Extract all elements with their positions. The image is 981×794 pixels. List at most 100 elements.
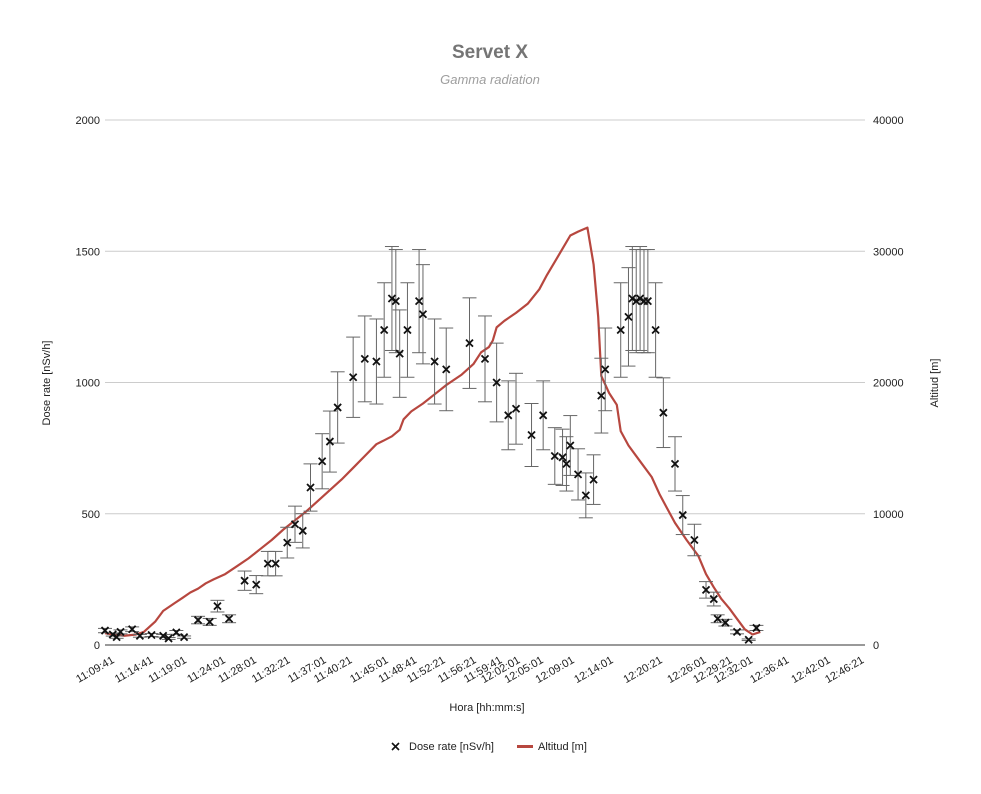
dose-rate-point: [430, 357, 439, 366]
dose-rate-point: [298, 526, 307, 535]
dose-rate-point: [732, 627, 742, 637]
chart-title: Servet X: [452, 42, 528, 63]
dose-rate-point: [116, 627, 125, 637]
dose-rate-point: [391, 296, 400, 306]
dose-rate-point: [480, 354, 490, 364]
dose-rate-point: [263, 559, 272, 568]
dose-rate-point: [213, 602, 222, 611]
dose-rate-point: [100, 626, 110, 635]
dose-rate-point: [651, 325, 660, 335]
legend-label-altitude: Altitud [m]: [538, 741, 587, 753]
dose-rate-point: [240, 576, 249, 585]
dose-rate-point: [643, 296, 652, 306]
dose-rate-point: [360, 354, 369, 364]
dose-rate-point: [159, 631, 168, 640]
dose-rate-point: [252, 580, 261, 589]
dose-rate-point: [601, 365, 610, 374]
x-tick-label: 12:46:21: [823, 654, 866, 686]
dose-rate-series: [100, 294, 761, 644]
dose-rate-point: [283, 538, 292, 547]
dose-rate-point: [573, 470, 583, 479]
dose-rate-point: [414, 296, 424, 306]
dose-rate-point: [721, 618, 730, 627]
dose-rate-point: [172, 628, 181, 637]
x-tick-label: 12:14:01: [572, 654, 615, 686]
y-tick-right: 20000: [873, 378, 904, 390]
y-tick-left: 1500: [76, 246, 100, 258]
dose-rate-point: [318, 457, 327, 466]
dose-rate-point: [670, 459, 680, 469]
y-tick-right: 10000: [873, 509, 904, 521]
chart-subtitle: Gamma radiation: [440, 72, 540, 87]
dose-rate-point: [550, 451, 559, 461]
y-tick-right: 30000: [873, 246, 904, 258]
dose-rate-point: [465, 338, 474, 348]
dose-rate-point: [527, 430, 536, 440]
altitude-series: [104, 226, 761, 637]
dose-rate-point: [128, 625, 137, 634]
x-tick-label: 11:32:21: [250, 654, 292, 685]
dose-rate-point: [539, 411, 548, 420]
y-tick-left: 1000: [76, 378, 100, 390]
legend-label-dose-rate: Dose rate [nSv/h]: [409, 741, 494, 753]
dose-rate-point: [325, 437, 335, 446]
x-tick-label: 11:09:41: [74, 654, 116, 685]
y-tick-left: 2000: [76, 115, 100, 127]
y-axis-left-label: Dose rate [nSv/h]: [41, 341, 53, 426]
dose-rate-point: [709, 594, 718, 604]
x-axis: 11:09:4111:14:4111:19:0111:24:0111:28:01…: [74, 654, 866, 686]
dose-rate-point: [558, 453, 567, 462]
x-tick-label: 11:19:01: [146, 654, 188, 685]
dose-rate-point: [372, 357, 381, 366]
dose-rate-point: [744, 635, 753, 644]
dose-rate-point: [581, 491, 590, 500]
dose-rate-point: [224, 614, 234, 623]
dose-rate-point: [290, 520, 300, 529]
dose-rate-point: [690, 535, 699, 545]
dose-rate-point: [205, 617, 214, 627]
legend-x-marker-icon: [391, 742, 400, 751]
dose-rate-error-bars: [98, 246, 764, 642]
dose-rate-point: [333, 403, 342, 412]
dose-rate-point: [147, 630, 156, 640]
dose-rate-point: [713, 614, 722, 623]
dose-rate-point: [193, 615, 203, 625]
left-y-axis: 0 500 1000 1500 2000: [76, 115, 100, 652]
dose-rate-point: [112, 632, 121, 642]
y-tick-left: 0: [94, 640, 100, 652]
dose-rate-point: [349, 373, 358, 382]
dose-rate-point: [616, 325, 625, 335]
dose-rate-point: [511, 404, 521, 413]
dose-rate-point: [380, 325, 389, 335]
dose-rate-point: [562, 459, 571, 469]
x-axis-label: Hora [hh:mm:s]: [449, 702, 524, 714]
legend-item-dose-rate: Dose rate [nSv/h]: [391, 741, 494, 753]
altitude-line: [104, 226, 761, 637]
dose-rate-point: [597, 391, 606, 400]
y-tick-right: 0: [873, 640, 879, 652]
legend: Dose rate [nSv/h] Altitud [m]: [391, 741, 587, 753]
dose-rate-point: [179, 632, 189, 642]
legend-item-altitude: Altitud [m]: [517, 741, 587, 753]
dose-rate-point: [164, 634, 173, 643]
y-tick-left: 500: [82, 509, 100, 521]
dose-rate-point: [418, 310, 428, 319]
dose-rate-point: [624, 312, 633, 322]
y-axis-right-label: Altitud [m]: [929, 359, 941, 408]
dose-rate-point: [504, 411, 513, 420]
dose-rate-point: [403, 325, 412, 335]
dose-rate-point: [442, 365, 451, 374]
y-tick-right: 40000: [873, 115, 904, 127]
dose-rate-point: [135, 631, 145, 640]
dose-rate-point: [678, 510, 687, 520]
dose-rate-point: [566, 441, 575, 450]
x-tick-label: 12:36:41: [748, 654, 791, 686]
dose-rate-point: [701, 585, 711, 595]
dose-rate-point: [659, 408, 668, 417]
right-y-axis: 0 10000 20000 30000 40000: [873, 115, 904, 652]
dose-rate-point: [589, 475, 598, 484]
dose-rate-point: [306, 483, 315, 492]
dose-rate-point: [752, 623, 761, 633]
dose-rate-point: [271, 559, 280, 568]
